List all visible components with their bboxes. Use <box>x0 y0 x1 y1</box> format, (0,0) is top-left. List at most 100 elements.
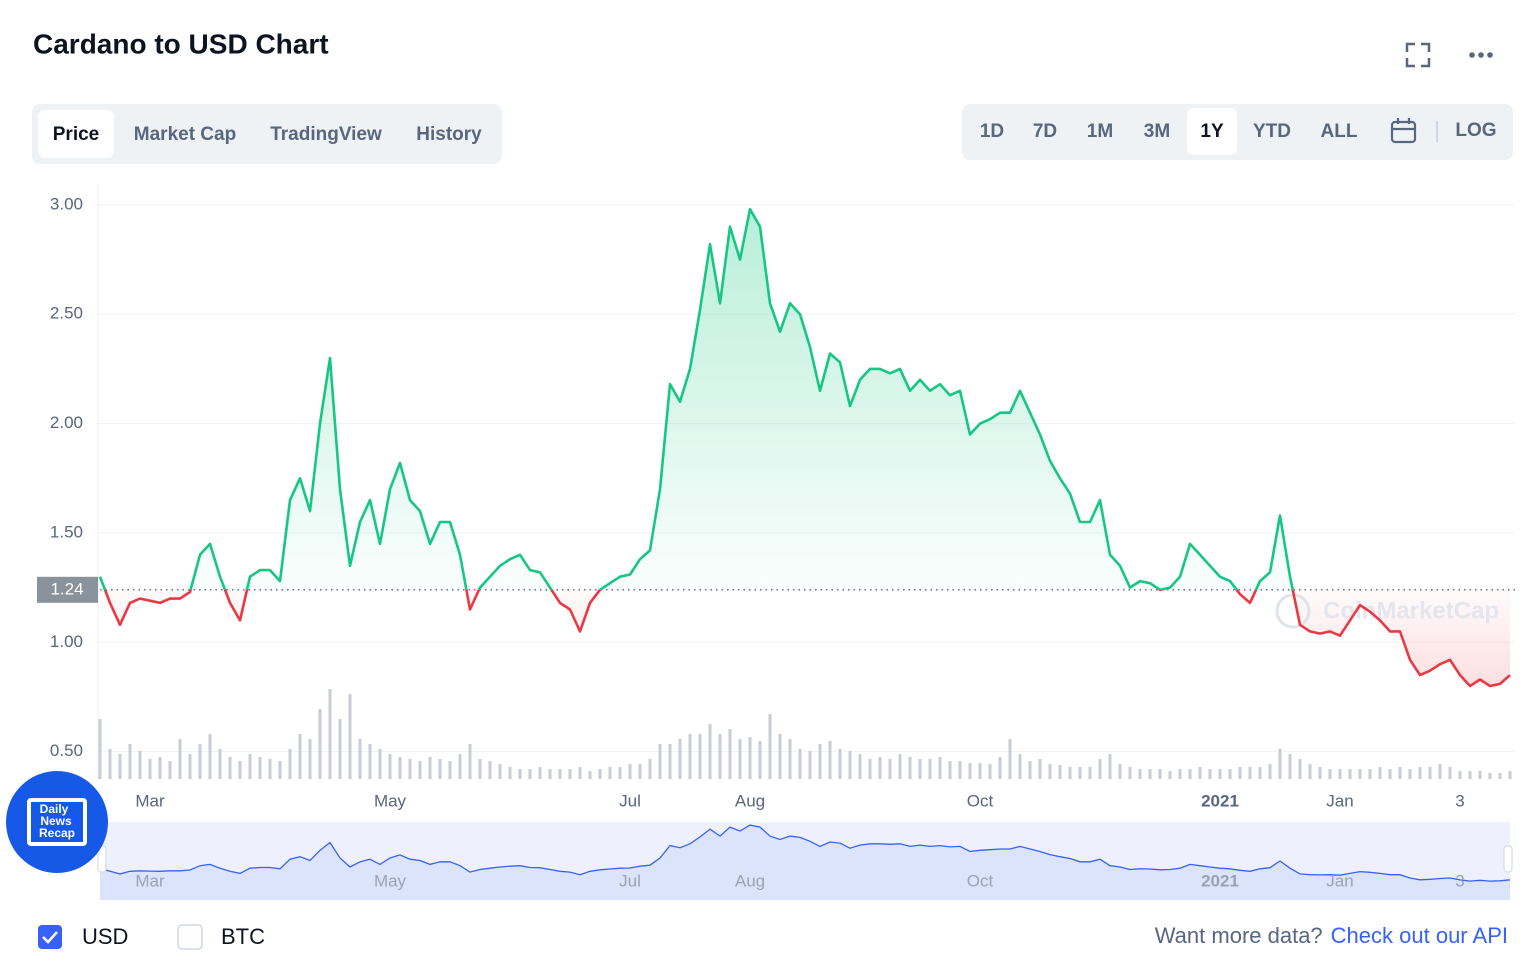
volume-bar <box>898 754 902 779</box>
volume-bar <box>1508 771 1512 779</box>
volume-bar <box>1468 771 1472 779</box>
volume-bar <box>988 764 992 779</box>
calendar-icon[interactable] <box>1390 118 1417 144</box>
range-button[interactable]: 1Y <box>1200 121 1224 142</box>
volume-bar <box>1428 767 1432 779</box>
volume-bar <box>548 769 552 779</box>
volume-bar <box>1398 767 1402 779</box>
volume-bar <box>938 757 942 779</box>
volume-bar <box>698 734 702 779</box>
volume-bar <box>1308 764 1312 779</box>
volume-bar <box>928 759 932 779</box>
volume-bar <box>788 739 792 779</box>
volume-bar <box>388 754 392 779</box>
volume-bar <box>368 744 372 779</box>
volume-bar <box>498 764 502 779</box>
volume-bar <box>188 754 192 779</box>
volume-bar <box>1258 767 1262 779</box>
x-tick-label: Mar <box>135 791 165 810</box>
volume-bar <box>1188 769 1192 779</box>
tab[interactable]: Market Cap <box>134 124 236 145</box>
volume-bar <box>1078 767 1082 779</box>
x-tick-label: May <box>374 791 407 810</box>
volume-bar <box>1028 761 1032 779</box>
volume-bar <box>1178 769 1182 779</box>
more-icon[interactable] <box>1469 52 1493 58</box>
badge[interactable]: Daily News Recap <box>6 771 108 873</box>
volume-bar <box>678 739 682 779</box>
checkbox[interactable] <box>177 924 203 950</box>
tab[interactable]: History <box>416 124 482 145</box>
volume-bar <box>918 759 922 779</box>
footer-prompt: Want more data? <box>1155 923 1323 948</box>
volume-bar <box>1138 769 1142 779</box>
volume-bar <box>438 759 442 779</box>
volume-bar <box>838 749 842 779</box>
volume-bar <box>728 729 732 779</box>
range-button[interactable]: 1D <box>980 121 1004 142</box>
volume-bar <box>258 757 262 779</box>
volume-bar <box>1018 754 1022 779</box>
volume-bar <box>478 759 482 779</box>
api-link[interactable]: Check out our API <box>1331 923 1508 948</box>
tab[interactable]: Price <box>53 124 99 145</box>
x-tick-label: Jul <box>619 791 641 810</box>
volume-bar <box>1148 769 1152 779</box>
currency-option[interactable]: BTC <box>221 924 265 949</box>
range-button[interactable]: 3M <box>1144 121 1170 142</box>
checkbox-checked[interactable] <box>38 925 62 949</box>
volume-bar <box>1128 767 1132 779</box>
fullscreen-icon[interactable] <box>1405 42 1431 68</box>
tab[interactable]: TradingView <box>270 124 382 145</box>
navigator-label: 2021 <box>1201 871 1239 890</box>
volume-bar <box>1208 769 1212 779</box>
navigator-handle[interactable] <box>1503 845 1513 873</box>
volume-bar <box>968 763 972 779</box>
volume-bar <box>1038 759 1042 779</box>
volume-bar <box>618 767 622 779</box>
volume-bar <box>268 759 272 779</box>
volume-bar <box>958 761 962 779</box>
range-button[interactable]: 7D <box>1033 121 1057 142</box>
volume-bar <box>468 744 472 779</box>
volume-bar <box>1288 754 1292 779</box>
volume-bar <box>218 749 222 779</box>
volume-bar <box>868 759 872 779</box>
volume-bar <box>568 769 572 779</box>
volume-bar <box>858 754 862 779</box>
reference-box <box>37 576 98 603</box>
volume-bar <box>158 757 162 779</box>
range-button[interactable]: 1M <box>1087 121 1113 142</box>
footer: Want more data? Check out our API <box>1155 923 1508 948</box>
volume-bar <box>1478 771 1482 779</box>
volume-bar <box>878 757 882 779</box>
navigator-line <box>99 824 1511 882</box>
volume-bar <box>798 749 802 779</box>
volume-bar <box>1098 759 1102 779</box>
volume-bar <box>458 754 462 779</box>
volume-bar <box>828 741 832 779</box>
price-line <box>98 207 1511 688</box>
volume-bar <box>558 769 562 779</box>
volume-bar <box>328 689 332 779</box>
volume-bar <box>108 749 112 779</box>
currency-option[interactable]: USD <box>82 924 128 949</box>
range-button[interactable]: YTD <box>1253 121 1291 142</box>
volume-bar <box>758 741 762 779</box>
navigator-label: 3 <box>1455 871 1464 890</box>
volume-bar <box>1418 767 1422 779</box>
volume-bar <box>338 719 342 779</box>
volume-bar <box>1358 769 1362 779</box>
range-button[interactable]: ALL <box>1321 121 1358 142</box>
volume-bar <box>948 761 952 779</box>
volume-bar <box>148 759 152 779</box>
badge-text: Daily <box>40 802 69 816</box>
volume-bar <box>818 744 822 779</box>
x-tick-label: Oct <box>967 791 994 810</box>
volume-bar <box>228 757 232 779</box>
log-button[interactable]: LOG <box>1455 120 1496 141</box>
volume-bar <box>1158 769 1162 779</box>
volume-bar <box>198 744 202 779</box>
y-tick-label: 2.50 <box>50 304 83 323</box>
navigator-label: Jan <box>1326 871 1353 890</box>
